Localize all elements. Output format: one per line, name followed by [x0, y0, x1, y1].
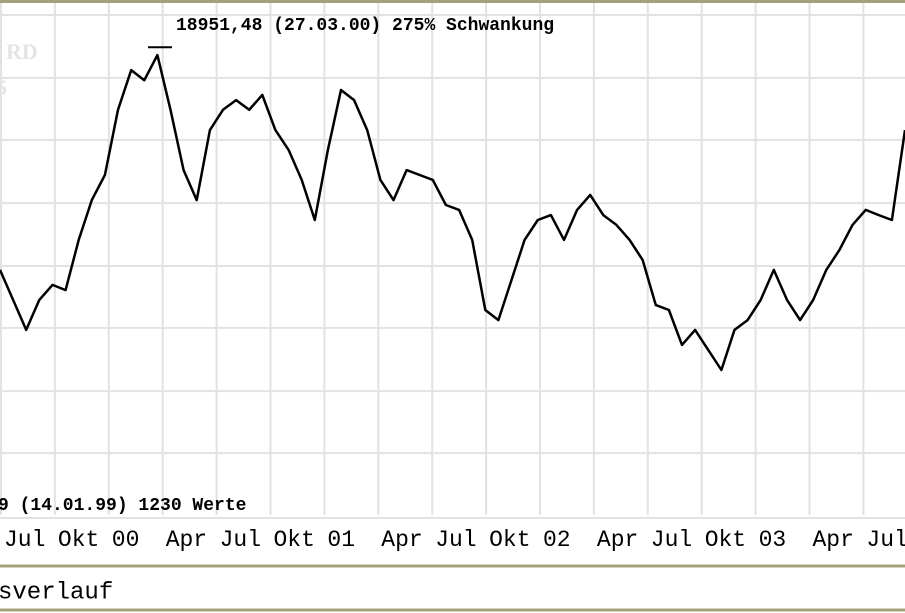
x-tick-label: 02 — [543, 527, 571, 553]
x-tick-label: Apr — [597, 527, 638, 553]
watermark: RD — [6, 39, 38, 64]
x-tick-label: Apr — [381, 527, 422, 553]
top-annotation: 18951,48 (27.03.00) 275% Schwankung — [176, 16, 554, 36]
x-tick-label: Apr — [166, 527, 207, 553]
x-tick-label: Okt — [274, 527, 315, 553]
x-tick-label: Jul — [4, 527, 45, 553]
x-tick-label: Jul — [651, 527, 692, 553]
bottom-annotation: 9 (14.01.99) 1230 Werte — [0, 496, 246, 516]
watermark: 5 — [0, 75, 7, 100]
x-tick-label: Jul — [435, 527, 476, 553]
x-tick-label: Okt — [58, 527, 99, 553]
x-tick-label: 01 — [327, 527, 355, 553]
x-tick-label: Okt — [489, 527, 530, 553]
x-tick-label: 00 — [112, 527, 140, 553]
x-tick-label: Jul — [866, 527, 905, 553]
x-tick-label: Okt — [705, 527, 746, 553]
x-tick-label: Jul — [220, 527, 261, 553]
footer-text: sverlauf — [0, 579, 113, 606]
x-tick-label: 03 — [759, 527, 787, 553]
x-tick-label: Apr — [813, 527, 854, 553]
price-line — [0, 53, 905, 372]
